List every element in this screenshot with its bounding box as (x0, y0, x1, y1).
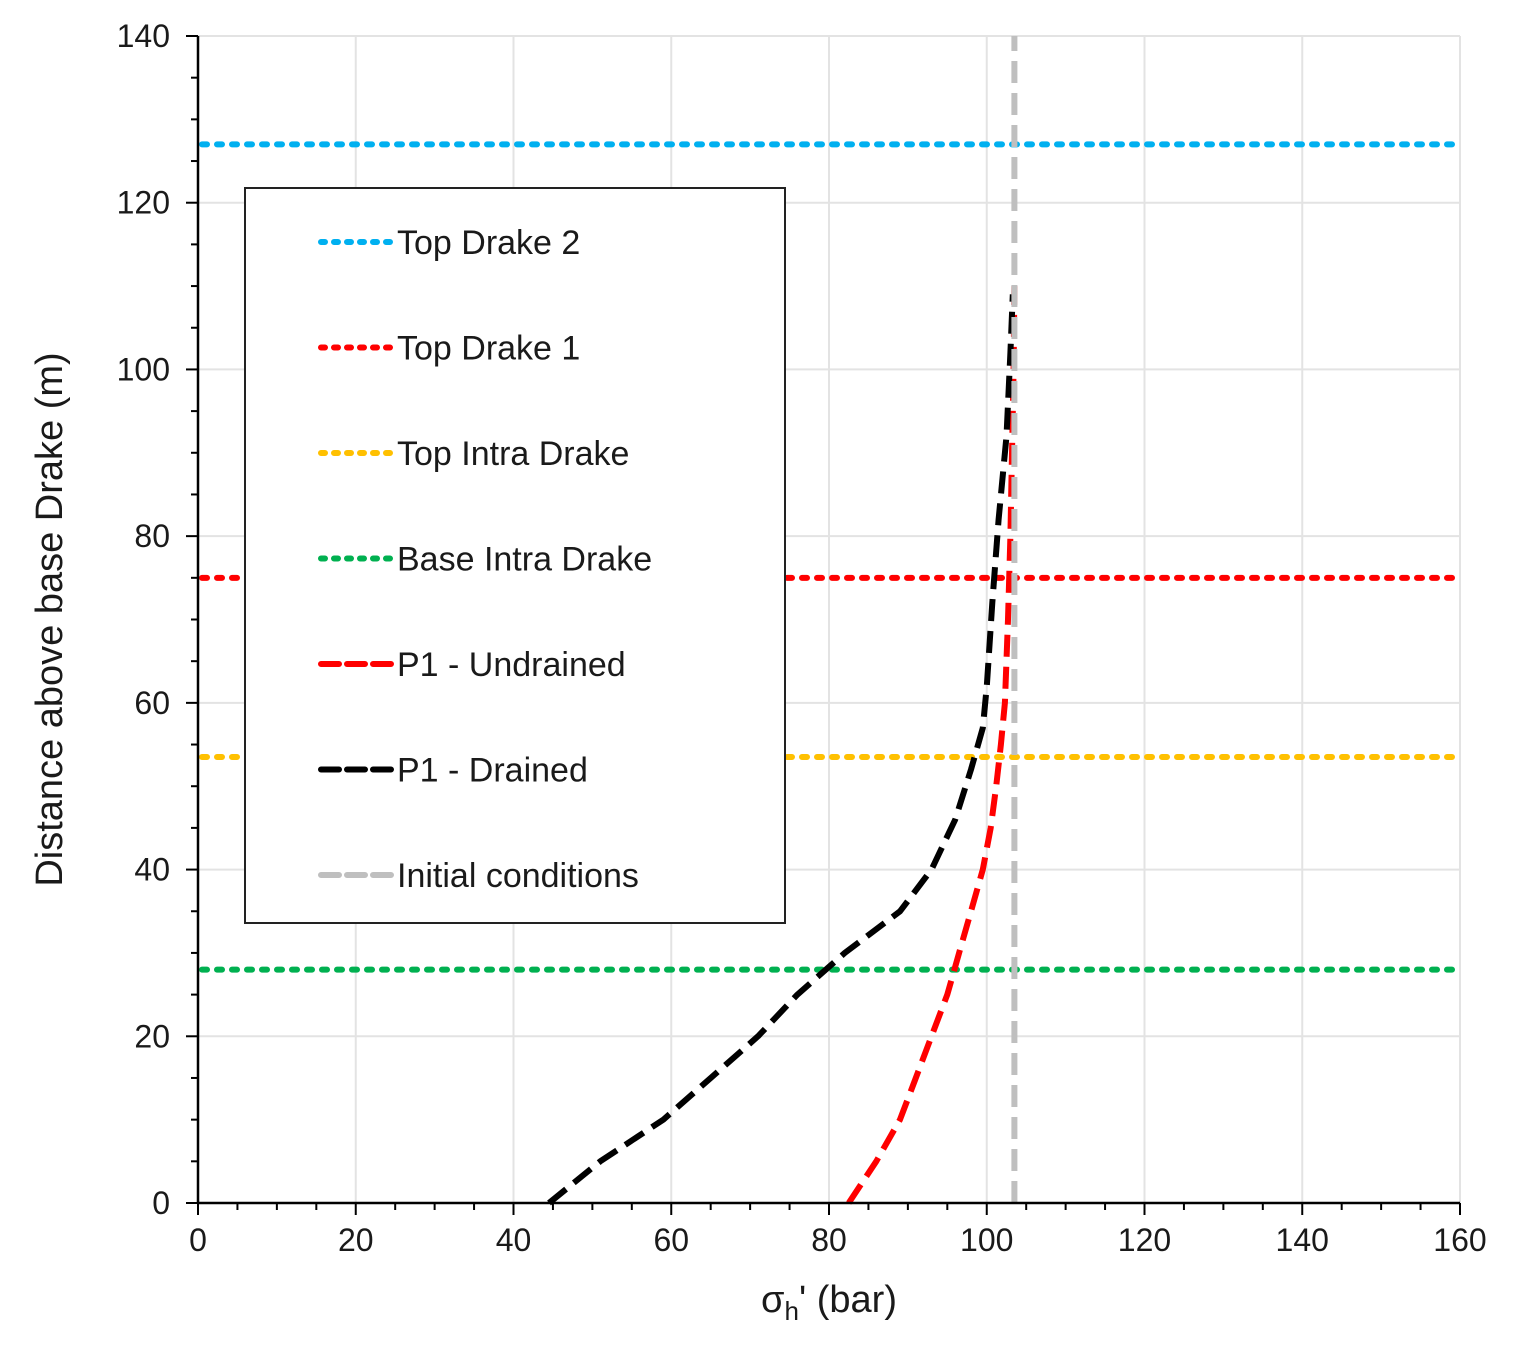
legend-label-p1-drained: P1 - Drained (397, 752, 588, 790)
legend-label-p1-undrained: P1 - Undrained (397, 646, 626, 684)
x-tick-label: 160 (1433, 1222, 1486, 1258)
y-tick-label: 60 (134, 685, 170, 721)
y-tick-label: 40 (134, 852, 170, 888)
series-lines (547, 36, 1018, 1206)
legend-label-top-intra-drake: Top Intra Drake (397, 435, 629, 473)
x-tick-label: 120 (1118, 1222, 1171, 1258)
y-axis-title: Distance above base Drake (m) (29, 352, 71, 886)
y-tick-label: 0 (152, 1185, 170, 1221)
x-tick-label: 100 (960, 1222, 1013, 1258)
x-axis-title: σh' (bar) (761, 1279, 897, 1326)
x-tick-label: 20 (338, 1222, 374, 1258)
y-tick-label: 80 (134, 518, 170, 554)
x-axis-title-symbol: σ (761, 1279, 784, 1321)
series-p1-undrained (846, 286, 1018, 1205)
series-p1-drained (547, 294, 1016, 1206)
x-tick-label: 80 (811, 1222, 847, 1258)
x-tick-label: 140 (1276, 1222, 1329, 1258)
axes (186, 35, 1461, 1215)
legend-label-top-drake-1: Top Drake 1 (397, 330, 580, 368)
legend: Top Drake 2 Top Drake 1 Top Intra Drake Bas… (244, 187, 786, 924)
axis-titles: σh' (bar) Distance above base Drake (m) (29, 352, 897, 1326)
legend-label-base-intra-drake: Base Intra Drake (397, 541, 652, 579)
y-tick-label: 100 (117, 351, 170, 387)
y-tick-label: 20 (134, 1018, 170, 1054)
x-tick-label: 40 (496, 1222, 532, 1258)
legend-label-top-drake-2: Top Drake 2 (397, 224, 580, 262)
x-tick-label: 60 (653, 1222, 689, 1258)
x-tick-label: 0 (189, 1222, 207, 1258)
tick-labels: 0 20 40 60 80 100 120 140 160 0 20 40 60 80 100 120 140 (117, 18, 1487, 1258)
x-axis-title-suffix: ' (bar) (799, 1279, 897, 1321)
x-axis-title-subscript: h (784, 1296, 798, 1326)
y-tick-label: 120 (117, 185, 170, 221)
y-tick-label: 140 (117, 18, 170, 54)
legend-label-initial-conditions: Initial conditions (397, 857, 639, 895)
